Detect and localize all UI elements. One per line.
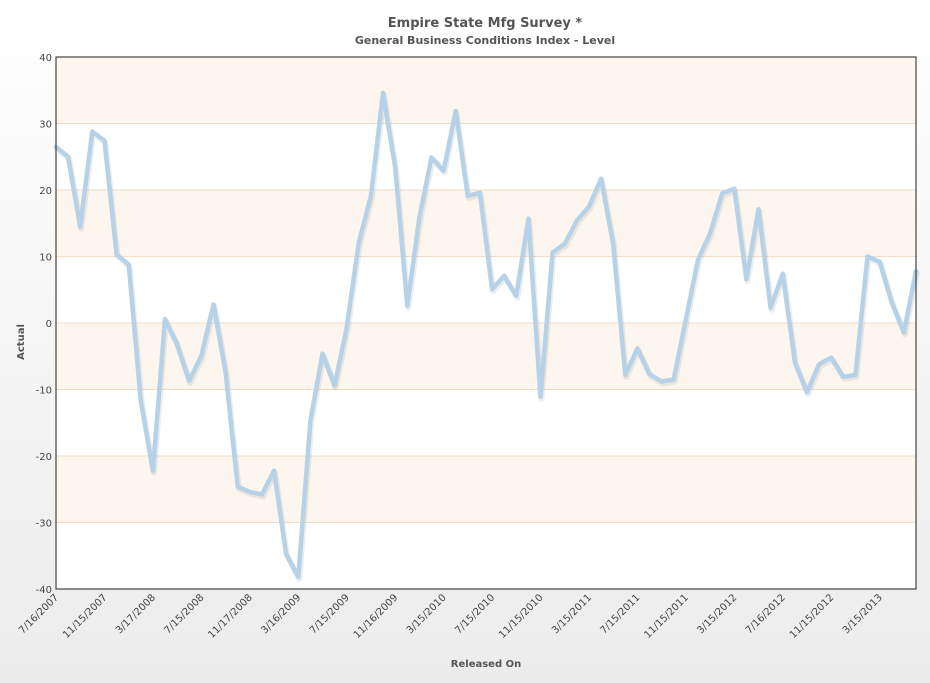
y-axis-ticks: 40 30 20 10 0 -10 -20 -30 -40 [36,53,52,596]
chart-subtitle: General Business Conditions Index - Leve… [355,34,615,47]
x-tick-label: 3/15/2013 [841,592,885,636]
y-tick-label: 0 [46,319,52,330]
plot-band [56,256,916,323]
series-layer [53,90,920,582]
y-tick-label: 30 [39,120,52,131]
y-tick-label: 20 [39,186,52,197]
x-tick-label: 11/16/2009 [352,592,401,641]
plot-band [56,456,916,523]
x-tick-label: 7/15/2010 [453,592,497,636]
x-axis-title: Released On [451,659,521,670]
y-tick-label: -20 [36,452,52,463]
x-tick-label: 11/15/2010 [497,592,546,641]
y-tick-label: -10 [36,386,52,397]
plot-border [55,56,917,590]
chart-title: Empire State Mfg Survey * [388,16,583,31]
series-line [53,90,919,580]
plot-band [56,522,916,589]
x-tick-label: 3/16/2009 [259,592,303,636]
x-tick-label: 3/15/2012 [695,592,739,636]
x-tick-label: 3/15/2010 [405,592,449,636]
plot-band [56,323,916,390]
plot-band [56,57,916,124]
y-tick-label: -30 [36,519,52,530]
plot-band [56,389,916,456]
x-tick-label: 11/15/2011 [642,592,691,641]
y-tick-label: 40 [39,53,52,64]
x-tick-label: 11/17/2008 [206,592,255,641]
y-axis-title: Actual [16,324,27,360]
plot-band [56,123,916,190]
x-axis-ticks: 7/16/2007 11/15/2007 3/17/2008 7/15/2008 11/… [17,592,885,641]
x-tick-label: 7/16/2007 [17,592,61,636]
x-tick-label: 3/15/2011 [550,592,594,636]
x-tick-label: 7/16/2012 [744,592,788,636]
x-tick-label: 7/15/2011 [598,592,642,636]
x-tick-label: 7/15/2009 [308,592,352,636]
x-tick-label: 11/15/2007 [61,592,110,641]
x-tick-label: 3/17/2008 [114,592,158,636]
x-tick-label: 11/15/2012 [788,592,837,641]
y-tick-label: -40 [36,585,52,596]
y-tick-label: 10 [39,253,52,264]
x-tick-label: 7/15/2008 [162,592,206,636]
